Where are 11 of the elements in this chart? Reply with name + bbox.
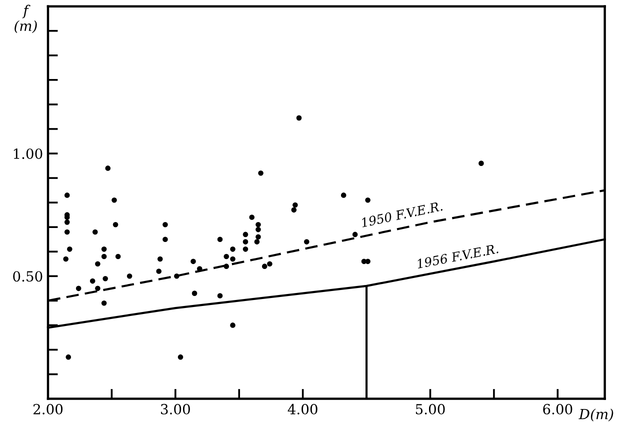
y-tick-label: 0.50 (13, 271, 42, 282)
x-axis-title: D(m) (578, 408, 614, 422)
y-tick-label: 1.00 (14, 148, 42, 159)
x-tick-label: 5.00 (416, 404, 445, 414)
annotation: 1956 F.V.E.R. (416, 244, 498, 269)
x-tick-label: 2.00 (33, 404, 63, 414)
annotation: 1950 F.V.E.R. (360, 201, 443, 228)
x-tick-label: 4.00 (288, 404, 318, 414)
x-tick-label: 6.00 (543, 404, 572, 414)
y-axis-title: f (m) (14, 4, 37, 34)
x-tick-label: 3.00 (161, 404, 190, 414)
